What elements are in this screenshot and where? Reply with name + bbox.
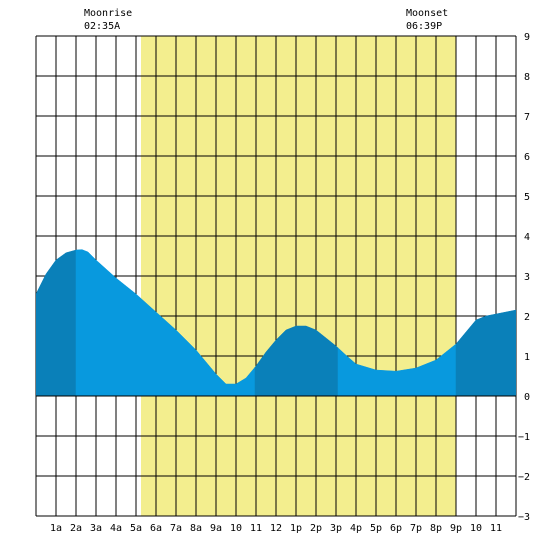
x-tick-label: 12	[270, 523, 282, 534]
moonrise-annotation: Moonrise 02:35A	[84, 8, 132, 32]
y-tick-label: 6	[524, 152, 530, 163]
y-tick-label: 3	[524, 272, 530, 283]
x-tick-label: 6p	[390, 523, 402, 534]
x-tick-label: 1a	[50, 523, 62, 534]
x-tick-label: 11	[250, 523, 262, 534]
y-tick-label: 9	[524, 32, 530, 43]
x-tick-label: 7p	[410, 523, 422, 534]
y-tick-label: 8	[524, 72, 530, 83]
x-tick-label: 4p	[350, 523, 362, 534]
x-tick-label: 6a	[150, 523, 162, 534]
x-tick-label: 8p	[430, 523, 442, 534]
tide-band-dark	[36, 249, 77, 397]
x-tick-label: 11	[490, 523, 502, 534]
x-tick-label: 2p	[310, 523, 322, 534]
y-tick-label: −1	[518, 432, 530, 443]
x-tick-label: 5p	[370, 523, 382, 534]
moonrise-time: 02:35A	[84, 21, 120, 32]
x-tick-label: 5a	[130, 523, 142, 534]
y-tick-label: 2	[524, 312, 530, 323]
x-tick-label: 8a	[190, 523, 202, 534]
tide-band-dark	[254, 325, 339, 397]
x-tick-label: 3a	[90, 523, 102, 534]
moonrise-label: Moonrise	[84, 8, 132, 19]
tide-band-light	[75, 249, 256, 397]
y-tick-label: 5	[524, 192, 530, 203]
x-tick-label: 7a	[170, 523, 182, 534]
x-tick-label: 1p	[290, 523, 302, 534]
x-tick-label: 10	[470, 523, 482, 534]
x-tick-label: 9p	[450, 523, 462, 534]
x-tick-label: 10	[230, 523, 242, 534]
x-tick-label: 9a	[210, 523, 222, 534]
x-tick-label: 4a	[110, 523, 122, 534]
y-tick-label: 1	[524, 352, 530, 363]
moonset-time: 06:39P	[406, 21, 442, 32]
x-axis-tick-labels: 1a 2a 3a 4a 5a 6a 7a 8a 9a 10 11 12 1p 2p 3p 4p 5p 6p 7p 8p…	[50, 523, 502, 534]
moonset-label: Moonset	[406, 8, 448, 19]
y-tick-label: 7	[524, 112, 530, 123]
y-tick-label: 0	[524, 392, 530, 403]
y-axis-tick-labels: 9 8 7 6 5 4 3 2 1 0 −1 −2 −3	[518, 32, 530, 523]
y-tick-label: −2	[518, 472, 530, 483]
y-tick-label: −3	[518, 512, 530, 523]
tide-area	[36, 249, 516, 397]
x-tick-label: 3p	[330, 523, 342, 534]
tide-band-dark	[455, 309, 516, 397]
moonset-annotation: Moonset 06:39P	[406, 8, 448, 32]
x-tick-label: 2a	[70, 523, 82, 534]
y-tick-label: 4	[524, 232, 530, 243]
